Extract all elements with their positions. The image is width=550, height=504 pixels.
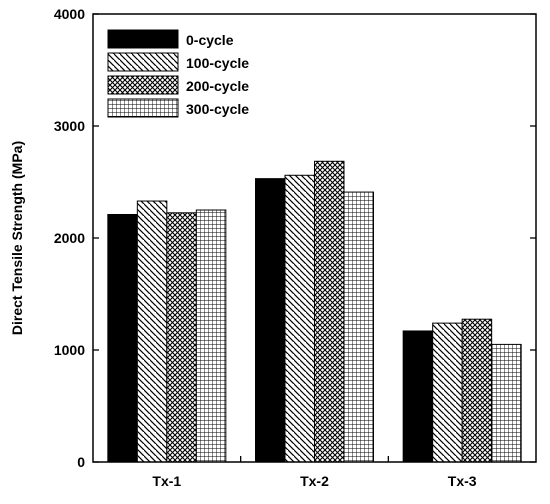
bar-tx-1-0-cycle (107, 213, 138, 463)
bars-layer (107, 160, 522, 463)
bar-tx-3-200-cycle (461, 318, 493, 463)
bar-tx-2-0-cycle (255, 178, 286, 463)
legend-label: 300-cycle (186, 101, 249, 117)
y-tick-label: 3000 (54, 118, 85, 134)
legend-swatch (107, 29, 179, 49)
bar-tx-2-300-cycle (343, 191, 374, 463)
bar-tx-2-100-cycle (284, 174, 315, 463)
legend: 0-cycle 100-cycle 200-cycle 300-cycle (107, 29, 249, 118)
x-tick-label: Tx-1 (152, 473, 181, 489)
bar-tx-3-300-cycle (491, 343, 522, 463)
y-axis-title: Direct Tensile Strength (MPa) (9, 141, 25, 335)
y-tick-label: 1000 (54, 342, 85, 358)
x-tick-label: Tx-3 (448, 473, 477, 489)
x-tick-label: Tx-2 (300, 473, 329, 489)
legend-label: 100-cycle (186, 55, 249, 71)
bar-tx-1-300-cycle (195, 209, 227, 463)
bar-tx-1-200-cycle (166, 212, 197, 463)
bar-tx-2-200-cycle (314, 160, 345, 463)
y-tick-label: 2000 (54, 230, 85, 246)
y-tick-label: 0 (77, 454, 85, 470)
legend-label: 200-cycle (186, 78, 249, 94)
legend-label: 0-cycle (186, 32, 234, 48)
bar-tx-3-0-cycle (402, 330, 434, 463)
legend-swatch (107, 75, 179, 95)
legend-swatch (107, 52, 179, 72)
x-axis: Tx-1 Tx-2 Tx-3 (152, 456, 477, 489)
y-tick-label: 4000 (54, 6, 85, 22)
y-axis: 0 1000 2000 3000 4000 (54, 6, 536, 470)
legend-swatch (107, 98, 179, 118)
bar-tx-1-100-cycle (136, 200, 168, 463)
bar-tx-3-100-cycle (432, 322, 463, 463)
